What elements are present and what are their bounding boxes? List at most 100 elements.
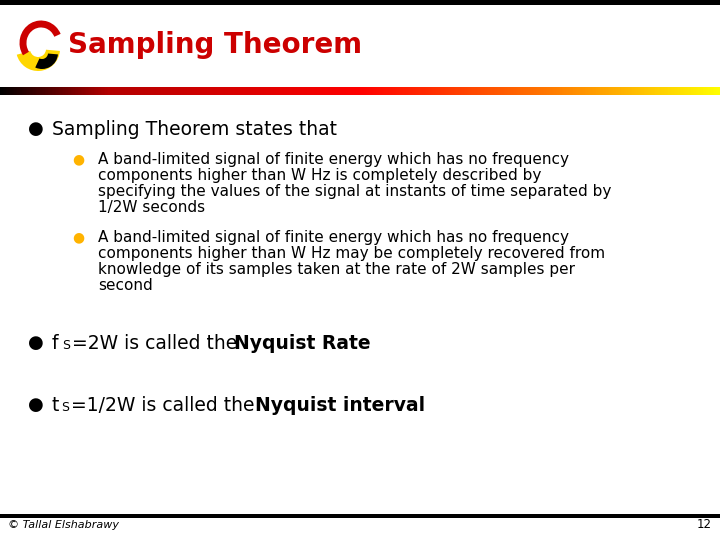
Bar xyxy=(168,87,171,95)
Bar xyxy=(287,87,289,95)
Bar xyxy=(580,87,582,95)
Bar xyxy=(16,87,18,95)
Bar xyxy=(714,87,716,95)
Bar xyxy=(382,87,384,95)
Bar xyxy=(229,87,231,95)
Bar xyxy=(589,87,591,95)
Bar xyxy=(428,87,430,95)
Bar xyxy=(690,87,692,95)
Bar xyxy=(716,87,718,95)
Bar xyxy=(465,87,467,95)
Bar xyxy=(688,87,690,95)
Bar xyxy=(707,87,709,95)
Bar xyxy=(94,87,96,95)
Bar xyxy=(124,87,126,95)
Bar xyxy=(672,87,675,95)
Bar xyxy=(550,87,552,95)
Bar xyxy=(236,87,238,95)
Bar xyxy=(230,87,233,95)
Bar xyxy=(521,87,523,95)
Bar xyxy=(697,87,699,95)
Bar xyxy=(514,87,516,95)
Bar xyxy=(207,87,210,95)
Bar xyxy=(66,87,68,95)
Bar xyxy=(36,87,38,95)
Bar xyxy=(608,87,610,95)
Bar xyxy=(698,87,701,95)
Bar xyxy=(520,87,522,95)
Bar xyxy=(101,87,103,95)
Bar xyxy=(33,87,35,95)
Bar xyxy=(356,87,358,95)
Bar xyxy=(203,87,205,95)
Text: ●: ● xyxy=(28,396,44,414)
Bar xyxy=(330,87,332,95)
Bar xyxy=(596,87,598,95)
Bar xyxy=(539,87,541,95)
Bar xyxy=(111,87,113,95)
Bar xyxy=(644,87,646,95)
Bar xyxy=(282,87,284,95)
Bar xyxy=(219,87,221,95)
Bar xyxy=(603,87,606,95)
Bar xyxy=(569,87,571,95)
Bar xyxy=(52,87,54,95)
Bar xyxy=(59,87,61,95)
Bar xyxy=(22,87,24,95)
Bar xyxy=(301,87,303,95)
Bar xyxy=(508,87,510,95)
Bar xyxy=(60,87,63,95)
Bar xyxy=(243,87,246,95)
Bar xyxy=(446,87,449,95)
Bar xyxy=(24,87,27,95)
Bar xyxy=(69,87,71,95)
Bar xyxy=(202,87,204,95)
Wedge shape xyxy=(17,50,60,71)
Bar xyxy=(700,87,702,95)
Bar xyxy=(42,87,44,95)
Bar xyxy=(367,87,369,95)
Bar xyxy=(55,87,57,95)
Bar xyxy=(89,87,91,95)
Text: f: f xyxy=(52,334,58,353)
Bar xyxy=(380,87,382,95)
Bar xyxy=(369,87,371,95)
Bar xyxy=(102,87,104,95)
Bar xyxy=(598,87,600,95)
Bar xyxy=(475,87,477,95)
Bar xyxy=(384,87,387,95)
Bar xyxy=(701,87,703,95)
Bar xyxy=(439,87,441,95)
Bar xyxy=(112,87,114,95)
Bar xyxy=(312,87,315,95)
Bar xyxy=(210,87,212,95)
Bar xyxy=(618,87,620,95)
Bar xyxy=(585,87,587,95)
Text: 12: 12 xyxy=(697,518,712,531)
Bar xyxy=(193,87,195,95)
Bar xyxy=(518,87,521,95)
Bar xyxy=(20,87,22,95)
Bar xyxy=(435,87,437,95)
Bar xyxy=(78,87,80,95)
Bar xyxy=(395,87,397,95)
Bar xyxy=(278,87,280,95)
Bar xyxy=(638,87,640,95)
Bar xyxy=(655,87,657,95)
Text: Nyquist Rate: Nyquist Rate xyxy=(234,334,371,353)
Bar xyxy=(156,87,158,95)
Bar xyxy=(233,87,235,95)
Bar xyxy=(49,87,51,95)
Bar xyxy=(177,87,179,95)
Bar xyxy=(39,87,41,95)
Bar xyxy=(144,87,146,95)
Bar xyxy=(661,87,663,95)
Bar xyxy=(600,87,603,95)
Bar xyxy=(572,87,574,95)
Bar xyxy=(96,87,99,95)
Bar xyxy=(186,87,188,95)
Bar xyxy=(396,87,398,95)
Bar xyxy=(295,87,297,95)
Bar xyxy=(0,0,720,5)
Bar xyxy=(536,87,538,95)
